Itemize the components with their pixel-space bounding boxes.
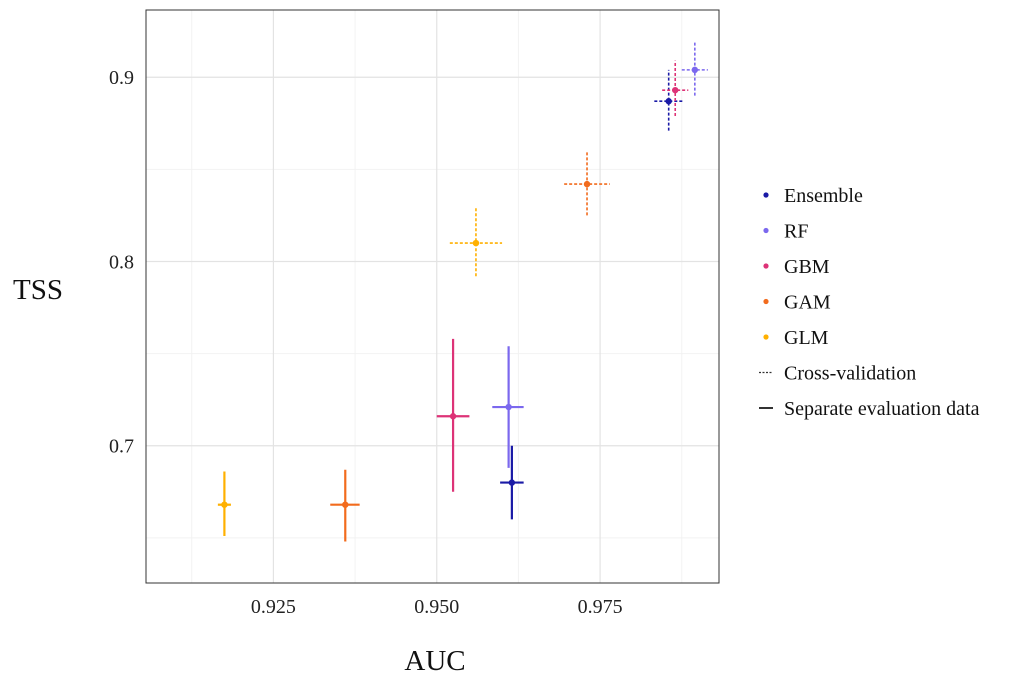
ensemble-cv-point — [665, 98, 672, 105]
y-tick-labels: 0.7 0.8 0.9 — [109, 67, 134, 457]
gam-cv-point — [583, 180, 591, 188]
y-tick-label: 0.7 — [109, 436, 134, 458]
ensemble-sep-point — [508, 479, 516, 486]
legend-key-rf — [763, 227, 769, 234]
x-tick-label: 0.925 — [251, 596, 296, 618]
rf-cv-point — [691, 66, 699, 74]
grid-layer — [146, 10, 719, 583]
data-points — [221, 66, 699, 508]
legend-label: Separate evaluation data — [784, 398, 980, 420]
y-tick-label: 0.9 — [109, 67, 134, 89]
plot-panel-border — [145, 9, 720, 584]
rf-sep-point — [505, 403, 512, 411]
legend-label: Ensemble — [784, 185, 863, 207]
legend-label: RF — [784, 221, 808, 243]
x-tick-label: 0.975 — [578, 596, 623, 618]
legend-key-gam — [763, 298, 769, 305]
gbm-sep-point — [449, 413, 457, 420]
legend-label: GLM — [784, 327, 829, 349]
x-axis-title: AUC — [404, 645, 465, 676]
legend-key-ensemble — [763, 192, 769, 198]
error-bars — [217, 42, 708, 542]
gam-sep-point — [342, 501, 349, 508]
x-tick-label: 0.950 — [414, 596, 459, 618]
legend-label: GAM — [784, 292, 831, 314]
legend-label: Cross-validation — [784, 363, 916, 385]
y-tick-label: 0.8 — [109, 251, 134, 273]
legend-key-glm — [763, 334, 769, 340]
x-tick-labels: 0.925 0.950 0.975 — [251, 596, 623, 618]
legend-label: GBM — [784, 256, 830, 278]
legend-key-gbm — [763, 263, 769, 269]
glm-sep-point — [221, 501, 228, 508]
legend: Ensemble RF GBM GAM GLM Cross-validation Separ… — [759, 185, 980, 420]
gbm-cv-point — [672, 86, 679, 94]
y-axis-title: TSS — [13, 274, 63, 306]
glm-cv-point — [472, 239, 480, 247]
